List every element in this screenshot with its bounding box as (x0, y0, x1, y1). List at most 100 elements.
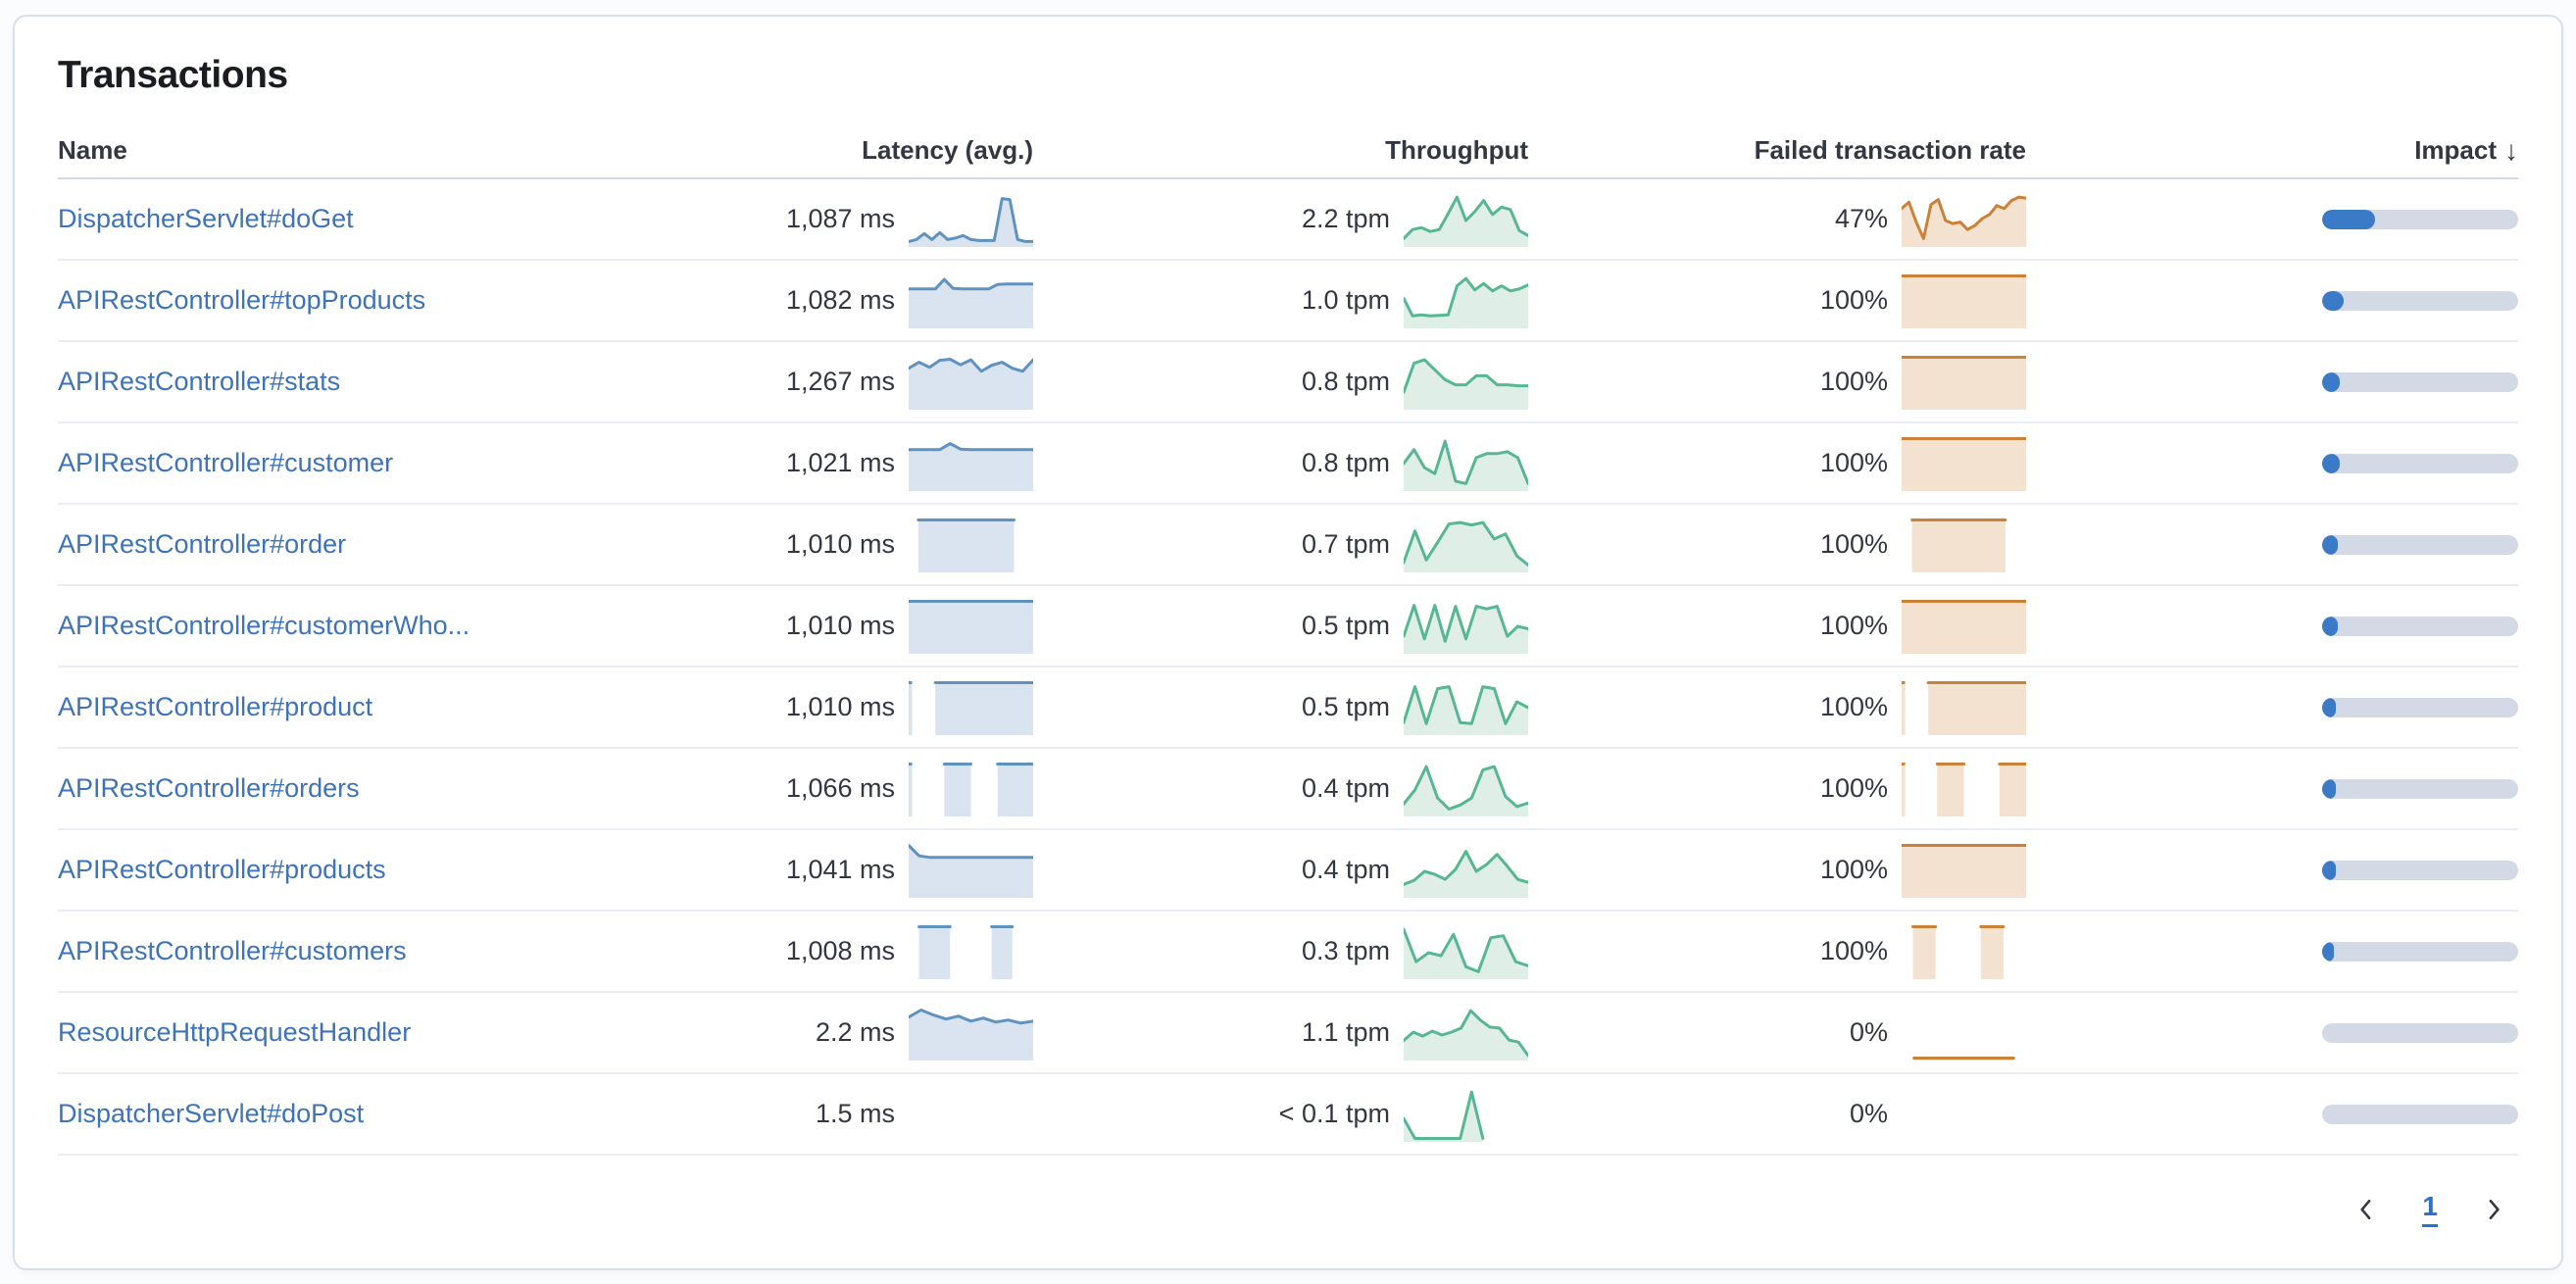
transaction-name-cell: ResourceHttpRequestHandler (58, 1017, 739, 1048)
latency-cell: 1,021 ms (739, 436, 1033, 491)
throughput-cell: 0.7 tpm (1033, 518, 1528, 572)
transaction-link[interactable]: APIRestController#stats (58, 367, 341, 396)
failed-cell: 100% (1528, 762, 2026, 816)
transaction-name-cell: APIRestController#orders (58, 773, 739, 804)
transaction-link[interactable]: APIRestController#customers (58, 936, 407, 965)
impact-bar-fill (2322, 453, 2340, 473)
table-body: DispatcherServlet#doGet 1,087 ms 2.2 tpm 47… (58, 179, 2518, 1156)
column-header-throughput: Throughput (1385, 134, 1528, 165)
table-row: APIRestController#customer 1,021 ms 0.8 tp… (58, 423, 2518, 505)
latency-sparkline (909, 680, 1033, 735)
failed-cell: 0% (1528, 1087, 2026, 1142)
latency-value: 1,082 ms (785, 285, 895, 315)
transaction-link[interactable]: APIRestController#orders (58, 773, 360, 803)
throughput-sparkline (1404, 1087, 1528, 1142)
transaction-link[interactable]: APIRestController#topProducts (58, 285, 426, 315)
pagination-page-1[interactable]: 1 (2422, 1191, 2438, 1227)
latency-value: 1,066 ms (785, 773, 895, 803)
transaction-name-cell: APIRestController#products (58, 855, 739, 885)
transaction-name-cell: APIRestController#customers (58, 936, 739, 966)
failed-value: 100% (1819, 529, 1888, 559)
throughput-cell: < 0.1 tpm (1033, 1087, 1528, 1142)
transaction-link[interactable]: APIRestController#customer (58, 448, 394, 477)
transactions-table: Name Latency (avg.) Throughput Failed tr… (58, 123, 2518, 1156)
throughput-cell: 0.5 tpm (1033, 599, 1528, 654)
failed-rate-sparkline (1902, 192, 2026, 247)
latency-sparkline (909, 1087, 1033, 1142)
impact-bar-fill (2322, 697, 2336, 717)
latency-sparkline (909, 1006, 1033, 1061)
failed-value: 100% (1819, 692, 1888, 721)
latency-sparkline (909, 355, 1033, 410)
latency-value: 1,021 ms (785, 448, 895, 477)
throughput-cell: 0.4 tpm (1033, 762, 1528, 816)
impact-bar (2322, 860, 2518, 880)
throughput-cell: 0.8 tpm (1033, 436, 1528, 491)
throughput-cell: 0.4 tpm (1033, 843, 1528, 898)
latency-cell: 1,066 ms (739, 762, 1033, 816)
throughput-cell: 0.3 tpm (1033, 924, 1528, 979)
transaction-link[interactable]: DispatcherServlet#doGet (58, 204, 354, 233)
impact-bar (2322, 371, 2518, 392)
throughput-sparkline (1404, 273, 1528, 328)
throughput-value: 0.4 tpm (1301, 855, 1390, 884)
failed-value: 100% (1819, 936, 1888, 965)
latency-cell: 1,010 ms (739, 599, 1033, 654)
throughput-sparkline (1404, 436, 1528, 491)
impact-bar-fill (2322, 371, 2340, 392)
transaction-link[interactable]: ResourceHttpRequestHandler (58, 1017, 412, 1047)
column-header-impact[interactable]: Impact ↓ (2414, 134, 2518, 167)
impact-bar (2322, 209, 2518, 229)
impact-bar (2322, 290, 2518, 311)
impact-bar (2322, 697, 2518, 717)
impact-cell (2026, 1022, 2518, 1043)
latency-sparkline (909, 436, 1033, 491)
transaction-name-cell: DispatcherServlet#doGet (58, 204, 739, 234)
transaction-link[interactable]: APIRestController#products (58, 855, 386, 884)
failed-rate-sparkline (1902, 1006, 2026, 1061)
failed-rate-sparkline (1902, 518, 2026, 572)
throughput-value: 1.1 tpm (1301, 1017, 1390, 1047)
column-header-name: Name (58, 134, 127, 165)
failed-cell: 100% (1528, 355, 2026, 410)
latency-sparkline (909, 762, 1033, 816)
failed-value: 100% (1819, 773, 1888, 803)
failed-rate-sparkline (1902, 924, 2026, 979)
transaction-name-cell: DispatcherServlet#doPost (58, 1099, 739, 1129)
impact-cell (2026, 290, 2518, 311)
failed-rate-sparkline (1902, 762, 2026, 816)
failed-value: 100% (1819, 367, 1888, 396)
transaction-name-cell: APIRestController#customer (58, 448, 739, 478)
latency-value: 1,010 ms (785, 692, 895, 721)
transaction-link[interactable]: APIRestController#order (58, 529, 347, 559)
failed-value: 0% (1849, 1099, 1888, 1128)
transaction-link[interactable]: APIRestController#product (58, 692, 373, 721)
pagination-prev-button[interactable] (2348, 1191, 2385, 1228)
table-row: ResourceHttpRequestHandler 2.2 ms 1.1 tpm 0… (58, 993, 2518, 1074)
transaction-link[interactable]: APIRestController#customerWho... (58, 611, 471, 640)
sort-descending-arrow-icon: ↓ (2504, 135, 2518, 166)
table-row: APIRestController#customers 1,008 ms 0.3 t… (58, 912, 2518, 993)
impact-cell (2026, 209, 2518, 229)
transactions-panel: Transactions Name Latency (avg.) Through… (13, 15, 2563, 1270)
latency-sparkline (909, 273, 1033, 328)
transaction-name-cell: APIRestController#product (58, 692, 739, 722)
transaction-link[interactable]: DispatcherServlet#doPost (58, 1099, 365, 1128)
latency-sparkline (909, 192, 1033, 247)
failed-cell: 100% (1528, 680, 2026, 735)
impact-cell (2026, 534, 2518, 555)
failed-cell: 100% (1528, 599, 2026, 654)
transaction-name-cell: APIRestController#topProducts (58, 285, 739, 316)
impact-bar (2322, 1022, 2518, 1043)
impact-bar-fill (2322, 860, 2336, 880)
failed-value: 100% (1819, 448, 1888, 477)
latency-value: 1,010 ms (785, 529, 895, 559)
latency-value: 1,041 ms (785, 855, 895, 884)
throughput-value: 1.0 tpm (1301, 285, 1390, 315)
pagination-next-button[interactable] (2475, 1191, 2512, 1228)
latency-value: 1,008 ms (785, 936, 895, 965)
impact-cell (2026, 616, 2518, 636)
table-row: APIRestController#topProducts 1,082 ms 1.0… (58, 261, 2518, 342)
throughput-value: 0.8 tpm (1301, 367, 1390, 396)
throughput-sparkline (1404, 599, 1528, 654)
